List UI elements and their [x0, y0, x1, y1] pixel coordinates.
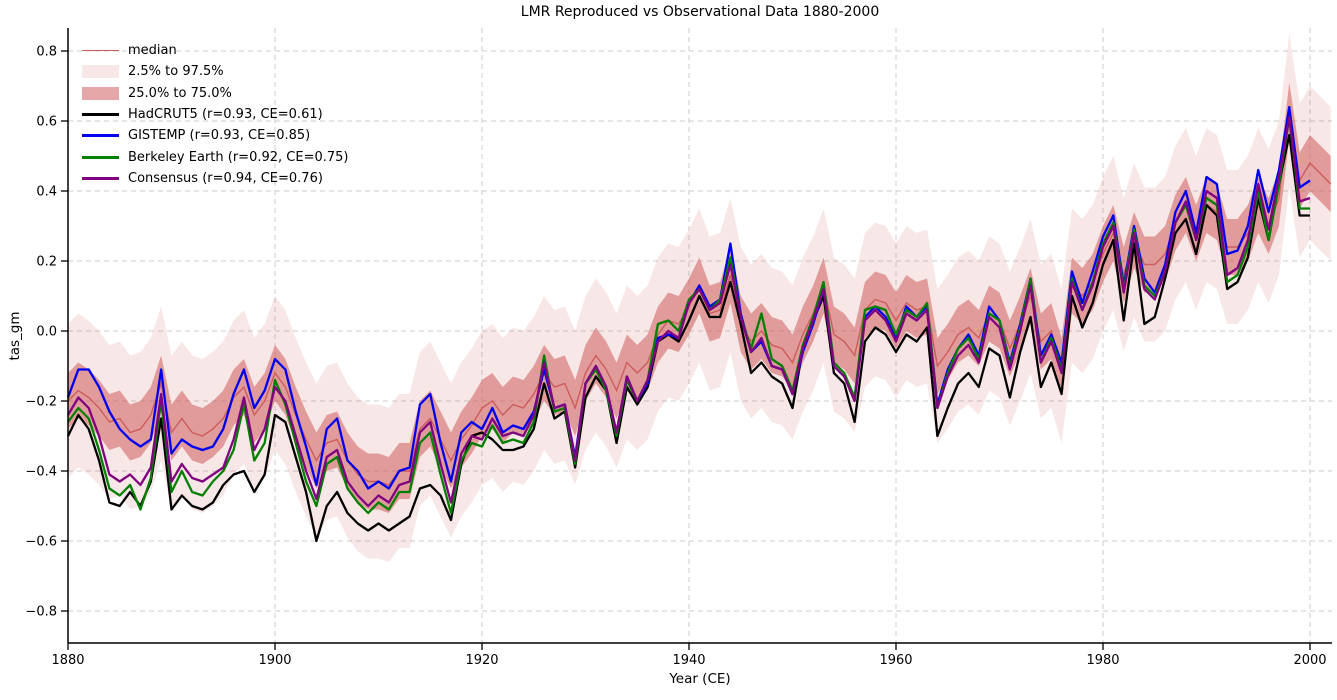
- legend-label-consensus: Consensus (r=0.94, CE=0.76): [128, 170, 323, 186]
- y-tick-label: −0.8: [25, 605, 57, 620]
- hadcrut5-line-swatch: [82, 113, 119, 117]
- y-tick-label: −0.6: [25, 535, 57, 550]
- legend-item-gistemp: GISTEMP (r=0.93, CE=0.85): [82, 125, 348, 146]
- chart-title: LMR Reproduced vs Observational Data 188…: [520, 4, 880, 20]
- gistemp-line-swatch: [82, 134, 119, 138]
- berkeley-line-swatch: [82, 155, 119, 159]
- x-axis-label: Year (CE): [669, 671, 731, 687]
- x-tick-label: 2000: [1293, 653, 1326, 668]
- legend-item-berkeley: Berkeley Earth (r=0.92, CE=0.75): [82, 146, 348, 167]
- y-tick-label: 0.8: [36, 45, 57, 60]
- y-tick-label: −0.2: [25, 395, 57, 410]
- legend-item-median: median: [82, 40, 348, 61]
- y-tick-label: 0.4: [36, 185, 57, 200]
- legend-item-inner-band: 25.0% to 75.0%: [82, 83, 348, 104]
- berkeley-line: [67, 116, 1310, 515]
- y-axis-label: tas_gm: [7, 311, 23, 361]
- legend-label-hadcrut5: HadCRUT5 (r=0.93, CE=0.61): [128, 107, 323, 123]
- legend-label-outer-band: 2.5% to 97.5%: [128, 64, 224, 80]
- x-tick-label: 1880: [51, 653, 84, 668]
- tick-labels: 0.8 0.6 0.4 0.2 0.0 −0.2 −0.4 −0.6 −0.8 1880 1900 1…: [25, 45, 1326, 669]
- y-tick-label: −0.4: [25, 465, 57, 480]
- x-tick-label: 1920: [465, 653, 498, 668]
- consensus-line: [67, 116, 1311, 508]
- legend: median 2.5% to 97.5% 25.0% to 75.0% HadC…: [82, 40, 348, 189]
- x-tick-label: 1900: [258, 653, 291, 668]
- consensus-line-swatch: [82, 176, 119, 180]
- legend-item-consensus: Consensus (r=0.94, CE=0.76): [82, 168, 348, 189]
- y-tick-label: 0.2: [36, 255, 57, 270]
- median-line-swatch: [82, 50, 119, 52]
- x-tick-label: 1940: [672, 653, 705, 668]
- inner-band-swatch: [82, 86, 119, 100]
- legend-label-gistemp: GISTEMP (r=0.93, CE=0.85): [128, 128, 311, 144]
- legend-label-berkeley: Berkeley Earth (r=0.92, CE=0.75): [128, 149, 349, 165]
- y-tick-label: 0.0: [36, 325, 57, 340]
- y-tick-label: 0.6: [36, 115, 57, 130]
- hadcrut5-line: [66, 133, 1310, 543]
- x-tick-label: 1960: [879, 653, 912, 668]
- legend-label-inner-band: 25.0% to 75.0%: [128, 85, 232, 101]
- legend-item-outer-band: 2.5% to 97.5%: [82, 61, 348, 82]
- legend-label-median: median: [128, 43, 177, 59]
- outer-band-swatch: [82, 65, 119, 79]
- axis-ticks: [61, 50, 1311, 650]
- legend-item-hadcrut5: HadCRUT5 (r=0.93, CE=0.61): [82, 104, 348, 125]
- x-tick-label: 1980: [1086, 653, 1119, 668]
